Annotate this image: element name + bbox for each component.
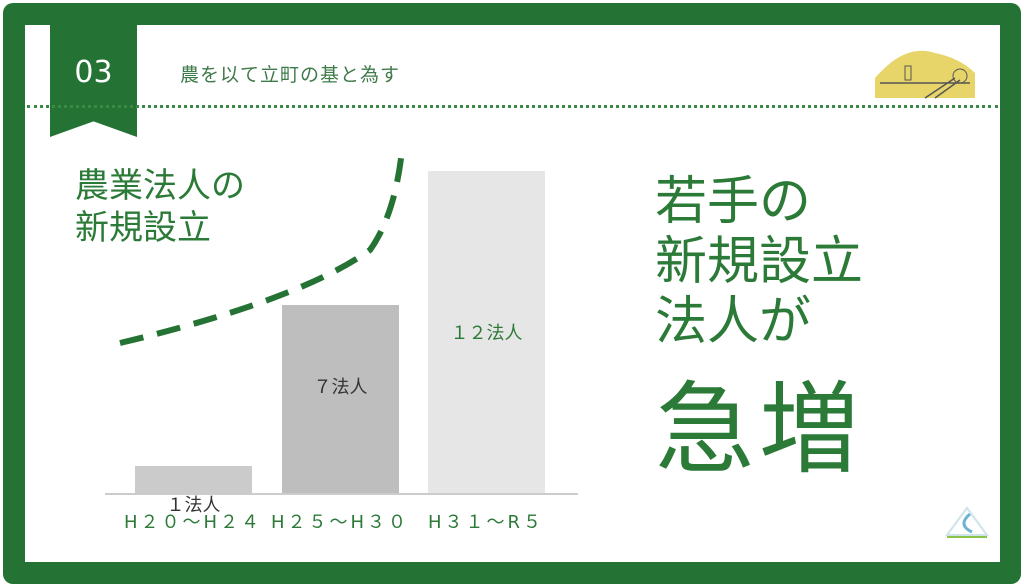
bar-data-label: ７法人 — [313, 377, 368, 399]
bar: ７法人 — [282, 305, 399, 493]
headline-emphasis: 急増 — [655, 371, 863, 488]
bar: １２法人 — [428, 171, 545, 493]
section-number: 03 — [74, 55, 113, 90]
x-tick-label: H２５〜H３０ — [270, 512, 410, 533]
headline-line: 若手の — [655, 172, 812, 232]
town-logo-icon — [945, 506, 989, 538]
bar-data-label: １２法人 — [450, 323, 523, 344]
subtitle: 農を以て立町の基と為す — [180, 64, 401, 86]
chart-title: 農業法人の 新規設立 — [75, 165, 245, 249]
dotted-divider — [27, 105, 998, 108]
headline-line: 新規設立 — [655, 232, 864, 292]
number-ribbon — [50, 25, 137, 137]
x-tick-label: H３１〜R５ — [427, 512, 545, 533]
chart-title-line: 新規設立 — [75, 208, 211, 248]
bar: １法人 — [135, 466, 252, 516]
town-illustration-icon — [875, 50, 975, 99]
bar-data-label: １法人 — [166, 495, 221, 517]
headline-line: 法人が — [655, 292, 812, 352]
chart-baseline — [105, 493, 578, 495]
x-tick-label: H２０〜H２４ — [123, 512, 263, 533]
headline: 若手の 新規設立 法人が — [655, 172, 863, 352]
chart-title-line: 農業法人の — [75, 166, 245, 206]
